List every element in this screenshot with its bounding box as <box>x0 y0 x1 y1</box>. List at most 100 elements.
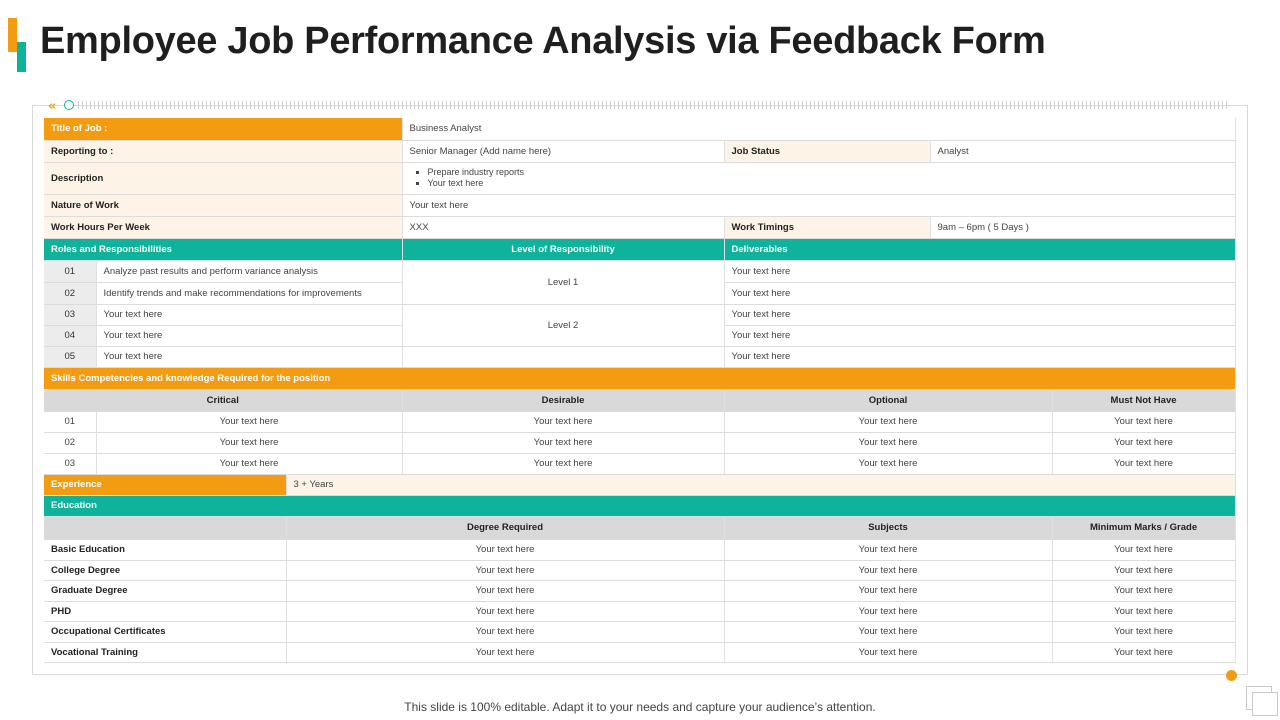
education-cell[interactable]: Your text here <box>1052 539 1236 561</box>
education-cell[interactable]: Your text here <box>724 642 1053 663</box>
table-row: 03 Your text here Level 2 Your text here <box>44 304 1236 347</box>
skill-cell[interactable]: Your text here <box>402 453 725 475</box>
skills-header-row: Skills Competencies and knowledge Requir… <box>44 367 1236 390</box>
skill-cell[interactable]: Your text here <box>96 411 403 433</box>
education-cell[interactable]: Your text here <box>286 580 725 602</box>
education-cell[interactable]: Your text here <box>1052 621 1236 643</box>
education-column-marks: Minimum Marks / Grade <box>1052 516 1236 540</box>
title-accent-teal <box>17 42 26 72</box>
education-column-blank <box>44 516 287 540</box>
education-cell[interactable]: Your text here <box>286 560 725 581</box>
hours-label: Work Hours Per Week <box>44 216 403 239</box>
nature-value[interactable]: Your text here <box>402 194 1236 217</box>
education-column-subjects: Subjects <box>724 516 1053 540</box>
deliverable-text[interactable]: Your text here <box>724 282 1236 305</box>
role-number: 01 <box>44 260 97 283</box>
job-title-label: Title of Job : <box>44 118 403 141</box>
description-value[interactable]: Prepare industry reports Your text here <box>402 162 1236 195</box>
skill-cell[interactable]: Your text here <box>1052 411 1236 433</box>
job-status-value[interactable]: Analyst <box>930 140 1236 163</box>
education-cell[interactable]: Your text here <box>724 560 1053 581</box>
role-number: 05 <box>44 346 97 368</box>
education-cell[interactable]: Your text here <box>724 539 1053 561</box>
deliverables-header: Deliverables <box>724 238 1236 261</box>
education-cell[interactable]: Your text here <box>724 580 1053 602</box>
table-row: 05 Your text here Your text here <box>44 346 1236 368</box>
table-row: Occupational Certificates Your text here… <box>44 621 1236 643</box>
level-empty-cell[interactable] <box>402 346 725 368</box>
table-row: 02 Identify trends and make recommendati… <box>44 282 1236 305</box>
deliverable-text[interactable]: Your text here <box>724 325 1236 347</box>
skill-number: 01 <box>44 411 97 433</box>
feedback-form-table: Title of Job : Business Analyst Reportin… <box>44 118 1236 663</box>
skill-cell[interactable]: Your text here <box>402 432 725 454</box>
skill-cell[interactable]: Your text here <box>402 411 725 433</box>
role-text[interactable]: Analyze past results and perform varianc… <box>96 260 403 283</box>
education-label: PHD <box>44 601 287 622</box>
education-cell[interactable]: Your text here <box>1052 601 1236 622</box>
skill-cell[interactable]: Your text here <box>724 432 1053 454</box>
reporting-value[interactable]: Senior Manager (Add name here) <box>402 140 725 163</box>
role-number: 02 <box>44 282 97 305</box>
skill-cell[interactable]: Your text here <box>1052 453 1236 475</box>
education-cell[interactable]: Your text here <box>286 642 725 663</box>
deliverable-text[interactable]: Your text here <box>724 346 1236 368</box>
corner-square-icon-2 <box>1252 692 1278 716</box>
nature-row: Nature of Work Your text here <box>44 194 1236 217</box>
skills-header: Skills Competencies and knowledge Requir… <box>44 367 1236 390</box>
table-row: College Degree Your text here Your text … <box>44 560 1236 581</box>
role-text[interactable]: Your text here <box>96 304 403 326</box>
table-row: Graduate Degree Your text here Your text… <box>44 580 1236 602</box>
deliverable-text[interactable]: Your text here <box>724 304 1236 326</box>
education-label: Occupational Certificates <box>44 621 287 643</box>
education-cell[interactable]: Your text here <box>1052 580 1236 602</box>
job-title-value[interactable]: Business Analyst <box>402 118 1236 141</box>
skills-column-must-not-have: Must Not Have <box>1052 389 1236 412</box>
education-label: College Degree <box>44 560 287 581</box>
table-row: 01 Your text here Your text here Your te… <box>44 411 1236 433</box>
job-status-label: Job Status <box>724 140 931 163</box>
skills-column-optional: Optional <box>724 389 1053 412</box>
role-text[interactable]: Your text here <box>96 325 403 347</box>
timings-value[interactable]: 9am – 6pm ( 5 Days ) <box>930 216 1236 239</box>
skill-cell[interactable]: Your text here <box>96 432 403 454</box>
role-number: 03 <box>44 304 97 326</box>
education-cell[interactable]: Your text here <box>724 621 1053 643</box>
description-item: Prepare industry reports <box>428 167 1228 178</box>
education-columns-row: Degree Required Subjects Minimum Marks /… <box>44 516 1236 540</box>
level-1-cell[interactable]: Level 1 <box>402 260 725 305</box>
description-item: Your text here <box>428 178 1228 189</box>
timings-label: Work Timings <box>724 216 931 239</box>
skill-cell[interactable]: Your text here <box>1052 432 1236 454</box>
deliverable-text[interactable]: Your text here <box>724 260 1236 283</box>
education-cell[interactable]: Your text here <box>1052 642 1236 663</box>
level-2-cell[interactable]: Level 2 <box>402 304 725 347</box>
hours-row: Work Hours Per Week XXX Work Timings 9am… <box>44 216 1236 239</box>
nature-label: Nature of Work <box>44 194 403 217</box>
experience-label: Experience <box>44 474 287 496</box>
education-cell[interactable]: Your text here <box>286 601 725 622</box>
footer-note: This slide is 100% editable. Adapt it to… <box>404 700 876 714</box>
experience-row: Experience 3 + Years <box>44 474 1236 496</box>
description-row: Description Prepare industry reports You… <box>44 162 1236 195</box>
table-row: Basic Education Your text here Your text… <box>44 539 1236 561</box>
education-cell[interactable]: Your text here <box>286 539 725 561</box>
role-text[interactable]: Your text here <box>96 346 403 368</box>
skill-number: 02 <box>44 432 97 454</box>
description-label: Description <box>44 162 403 195</box>
education-cell[interactable]: Your text here <box>286 621 725 643</box>
skill-cell[interactable]: Your text here <box>96 453 403 475</box>
education-cell[interactable]: Your text here <box>1052 560 1236 581</box>
roles-header-row: Roles and Responsibilities Level of Resp… <box>44 238 1236 261</box>
skill-cell[interactable]: Your text here <box>724 411 1053 433</box>
hours-value[interactable]: XXX <box>402 216 725 239</box>
skill-number: 03 <box>44 453 97 475</box>
page-title: Employee Job Performance Analysis via Fe… <box>40 20 1046 62</box>
skills-column-desirable: Desirable <box>402 389 725 412</box>
experience-value[interactable]: 3 + Years <box>286 474 1236 496</box>
education-header-row: Education <box>44 495 1236 517</box>
role-text[interactable]: Identify trends and make recommendations… <box>96 282 403 305</box>
skill-cell[interactable]: Your text here <box>724 453 1053 475</box>
skills-columns-row: Critical Desirable Optional Must Not Hav… <box>44 389 1236 412</box>
education-cell[interactable]: Your text here <box>724 601 1053 622</box>
